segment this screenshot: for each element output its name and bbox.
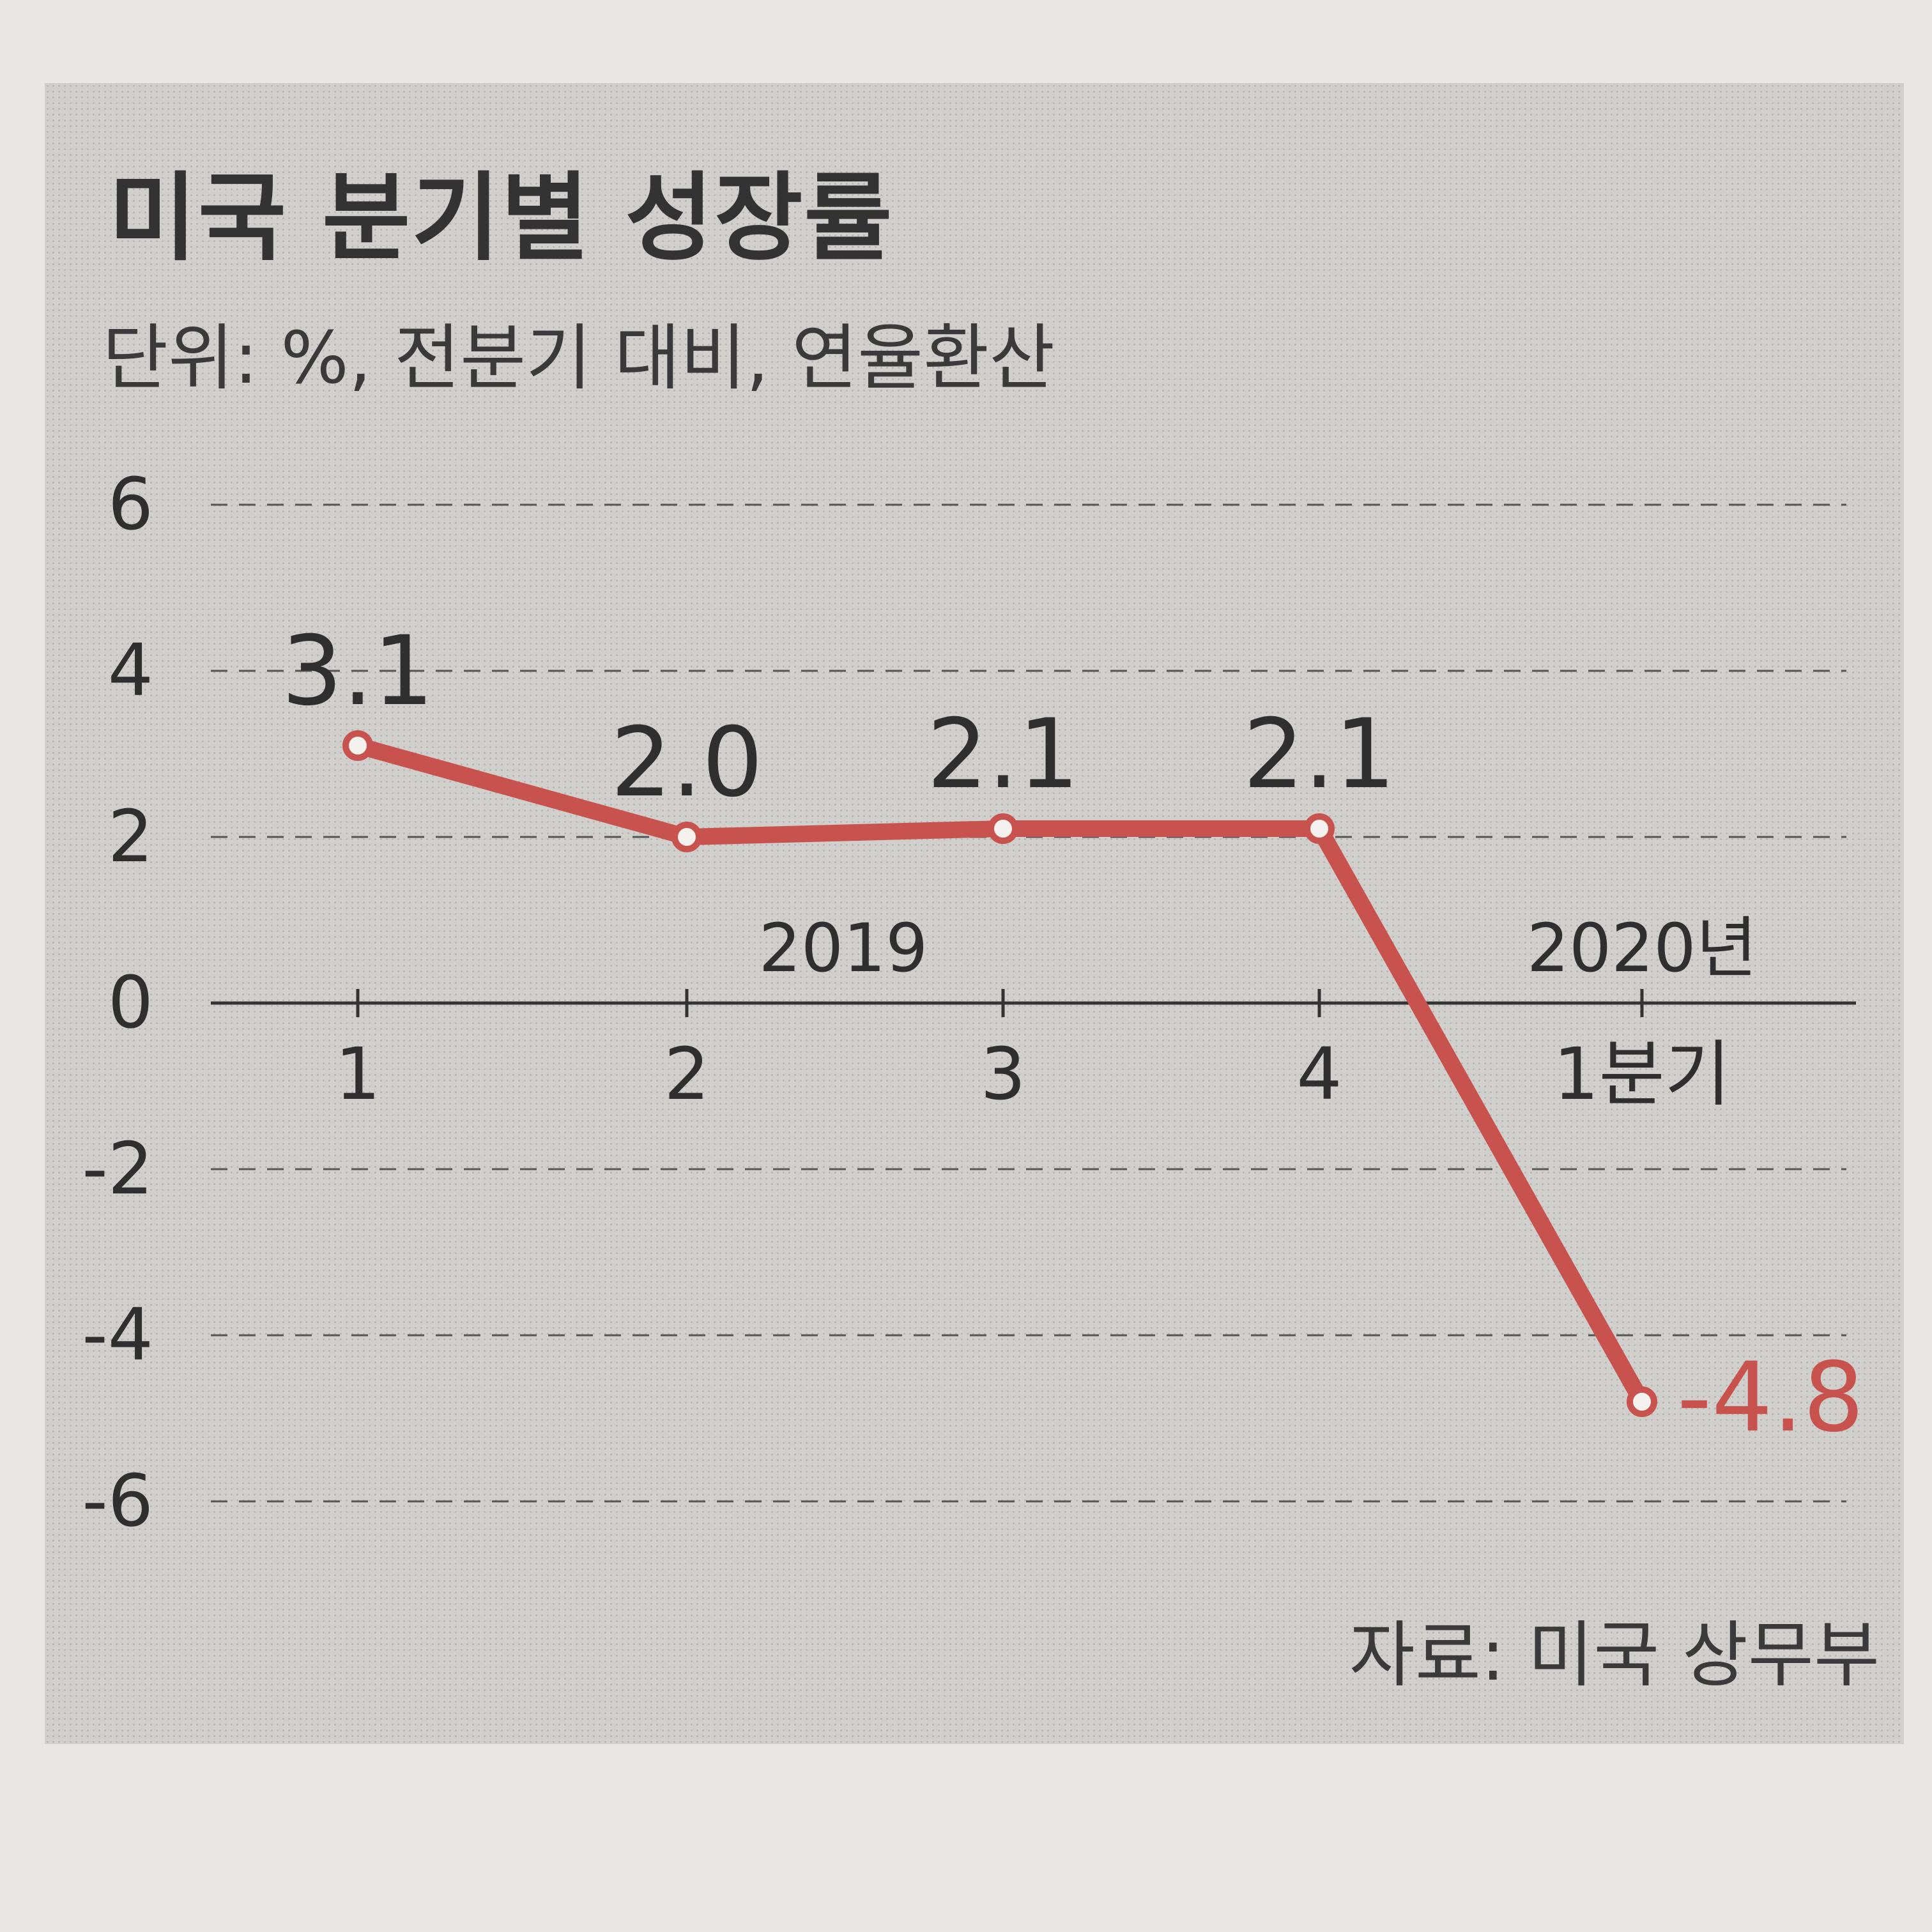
y-tick-label: 0 [108, 962, 153, 1045]
chart-title: 미국 분기별 성장률 [109, 163, 894, 274]
data-label: -4.8 [1677, 1342, 1864, 1453]
y-tick-label: -2 [82, 1128, 153, 1211]
y-tick-label: -4 [82, 1294, 153, 1377]
y-tick-label: 4 [108, 629, 153, 712]
x-tick-label: 3 [980, 1033, 1025, 1116]
data-point [1304, 813, 1335, 844]
x-tick-label: 4 [1296, 1033, 1342, 1116]
year-label: 2019 [759, 909, 928, 987]
data-points [342, 730, 1657, 1417]
data-point [342, 730, 373, 761]
y-tick-label: 6 [108, 463, 153, 546]
data-point [988, 813, 1018, 844]
chart-panel [45, 83, 1904, 1744]
y-tick-label: -6 [82, 1460, 153, 1543]
data-point [1627, 1386, 1657, 1417]
data-label: 2.0 [611, 707, 763, 818]
chart-source: 자료: 미국 상무부 [1349, 1614, 1880, 1697]
data-label: 2.1 [1243, 699, 1396, 810]
year-label: 2020년 [1527, 909, 1757, 987]
data-label: 3.1 [282, 616, 434, 727]
y-tick-label: 2 [108, 795, 153, 878]
data-labels: 3.1 2.0 2.1 2.1 -4.8 [282, 616, 1864, 1453]
x-tick-label: 1 [335, 1033, 380, 1116]
chart-subtitle: 단위: %, 전분기 대비, 연율환산 [102, 317, 1055, 400]
axes: 6 4 2 0 -2 -4 -6 1 2 3 4 1분기 2019 2020년 [82, 463, 1856, 1543]
x-tick-label: 1분기 [1553, 1033, 1730, 1116]
data-label: 2.1 [927, 699, 1080, 810]
data-point [671, 822, 702, 852]
x-tick-label: 2 [664, 1033, 709, 1116]
